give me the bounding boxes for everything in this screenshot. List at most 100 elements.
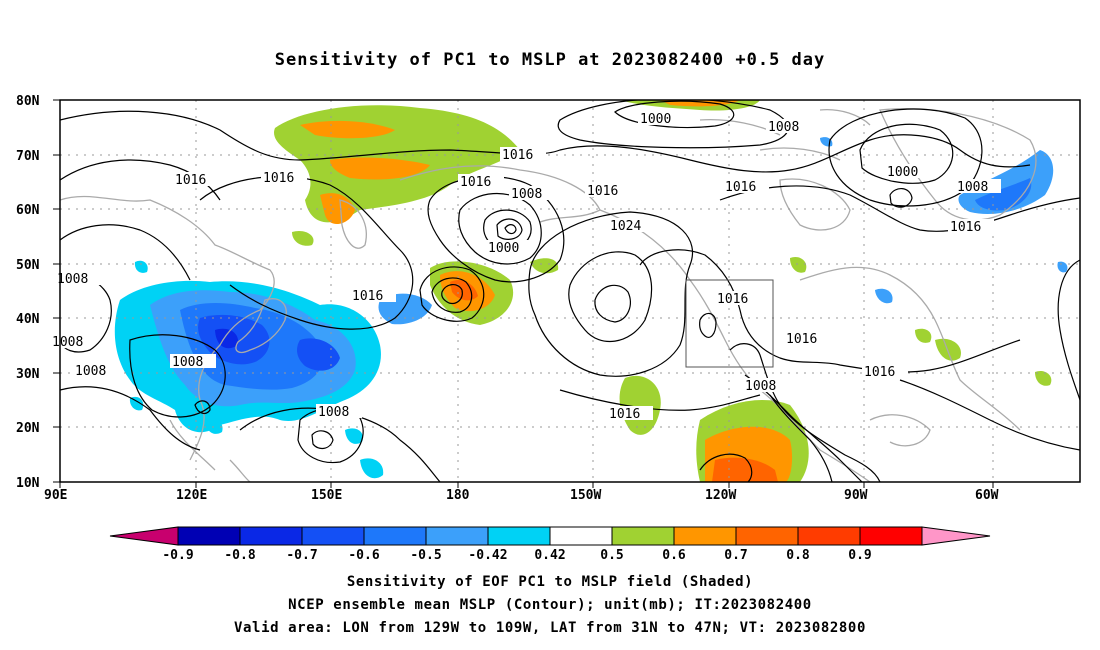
contour-1008-aleutian [458, 193, 542, 265]
svg-text:1016: 1016 [352, 289, 383, 304]
negative-sensitivity-shading [114, 137, 1068, 479]
contour-label: 1016 [862, 364, 908, 380]
shade-mexico-red [712, 457, 778, 482]
svg-text:1008: 1008 [318, 405, 349, 420]
colorbar-tick-label: -0.9 [162, 548, 193, 563]
contour-1016-ne-pac [639, 249, 1021, 373]
coast-japan [235, 298, 287, 353]
lon-axis: 90E 120E 150E 180 150W 120W 90W 60W [44, 482, 999, 503]
coast-namerica-west [599, 209, 871, 482]
svg-text:1008: 1008 [52, 335, 83, 350]
svg-text:1008: 1008 [768, 120, 799, 135]
colorbar-tick-label: 0.7 [724, 548, 747, 563]
contour-low-40n-3 [441, 284, 463, 305]
contour-label: 1008 [766, 119, 812, 135]
shade-east-green-2 [915, 328, 932, 343]
contour-label: 1008 [316, 404, 362, 420]
caption-line-2: NCEP ensemble mean MSLP (Contour); unit(… [288, 597, 812, 613]
colorbar: -0.9 -0.8 -0.7 -0.6 -0.5 -0.42 0.42 0.5 0.6 0.7 0.… [109, 526, 991, 563]
lat-label: 30N [16, 367, 40, 382]
lat-label: 40N [16, 312, 40, 327]
contour-1024-high [528, 211, 694, 377]
colorbar-swatch [177, 526, 241, 546]
svg-text:1000: 1000 [640, 112, 671, 127]
lat-label: 60N [16, 203, 40, 218]
svg-text:1008: 1008 [57, 272, 88, 287]
caption-line-1: Sensitivity of EOF PC1 to MSLP field (Sh… [346, 574, 754, 590]
svg-text:1016: 1016 [587, 184, 618, 199]
colorbar-swatch [735, 526, 799, 546]
svg-text:1016: 1016 [609, 407, 640, 422]
contour-label: 1008 [55, 271, 101, 287]
lon-label: 120E [176, 488, 207, 503]
contour-label: 1024 [608, 218, 654, 234]
svg-text:1008: 1008 [511, 187, 542, 202]
coast-hudson [779, 178, 851, 231]
contour-1016-east-pac [559, 389, 761, 411]
colorbar-swatch [487, 526, 551, 546]
contour-label: 1016 [723, 179, 769, 195]
contour-atlantic-low [889, 188, 913, 208]
contour-label: 1016 [715, 291, 761, 307]
svg-text:1008: 1008 [745, 379, 776, 394]
contour-west-1016 [60, 224, 191, 281]
contour-label: 1016 [261, 170, 307, 186]
contour-labels: 1000 1016 1008 1016 1016 1008 1016 1024 … [52, 111, 1001, 422]
gridlines [60, 100, 1080, 482]
coast-kamchatka [339, 199, 367, 249]
shade-arctic-orange-1 [300, 120, 395, 139]
shade-east-green-4 [1035, 370, 1052, 386]
lon-label: 60W [975, 488, 999, 503]
colorbar-swatch [425, 526, 489, 546]
lon-label: 180 [446, 488, 470, 503]
contour-1016-atl2 [1057, 259, 1080, 401]
contour-label: 1008 [52, 334, 90, 350]
coast-namerica-east [799, 266, 1021, 431]
colorbar-tick-label: 0.9 [848, 548, 871, 563]
svg-text:1016: 1016 [725, 180, 756, 195]
colorbar-swatch [549, 526, 613, 546]
shade-asia-blue4 [297, 338, 340, 371]
valid-area-box [685, 279, 774, 368]
shade-small-cyan-3 [205, 418, 223, 434]
lon-label: 120W [705, 488, 736, 503]
svg-text:1024: 1024 [610, 219, 641, 234]
svg-text:1008: 1008 [75, 364, 106, 379]
svg-text:1016: 1016 [460, 175, 491, 190]
colorbar-tick-label: -0.6 [348, 548, 379, 563]
coast-alaska [399, 165, 601, 223]
colorbar-swatch [797, 526, 861, 546]
colorbar-swatch [239, 526, 303, 546]
contour-mexico-4 [699, 453, 753, 482]
colorbar-over-triangle [921, 526, 991, 546]
lat-label: 10N [16, 476, 40, 491]
lat-axis: 80N 70N 60N 50N 40N 30N 20N 10N [16, 94, 60, 491]
contour-east-subtrop [899, 379, 1080, 451]
chart-title: Sensitivity of PC1 to MSLP at 2023082400… [274, 50, 826, 70]
contour-1016-canada [719, 185, 1080, 232]
contour-label: 1016 [784, 331, 830, 347]
contour-1008-asia-2 [129, 334, 226, 418]
contour-1008-arctic [557, 100, 789, 149]
contour-label: 1000 [638, 111, 684, 127]
lat-label: 50N [16, 258, 40, 273]
lon-label: 150E [311, 488, 342, 503]
contour-low-ring-1 [496, 218, 523, 240]
contour-mexico-3 [769, 394, 833, 482]
shade-arctic-orange-3 [320, 193, 355, 225]
caption-line-3: Valid area: LON from 129W to 109W, LAT f… [233, 620, 866, 636]
lon-label: 90W [844, 488, 868, 503]
lat-label: 70N [16, 149, 40, 164]
svg-text:1008: 1008 [172, 355, 203, 370]
svg-text:1016: 1016 [502, 148, 533, 163]
shade-greenland-blue [975, 178, 1032, 211]
contour-label: 1008 [73, 363, 119, 379]
colorbar-swatch [673, 526, 737, 546]
contour-1016-north [60, 110, 1031, 173]
shade-small-cyan-1 [360, 458, 384, 479]
positive-sensitivity-shading [274, 100, 1052, 482]
lat-label: 80N [16, 94, 40, 109]
lon-label: 90E [44, 488, 67, 503]
contour-label: 1008 [743, 378, 789, 394]
lon-label: 150W [570, 488, 601, 503]
